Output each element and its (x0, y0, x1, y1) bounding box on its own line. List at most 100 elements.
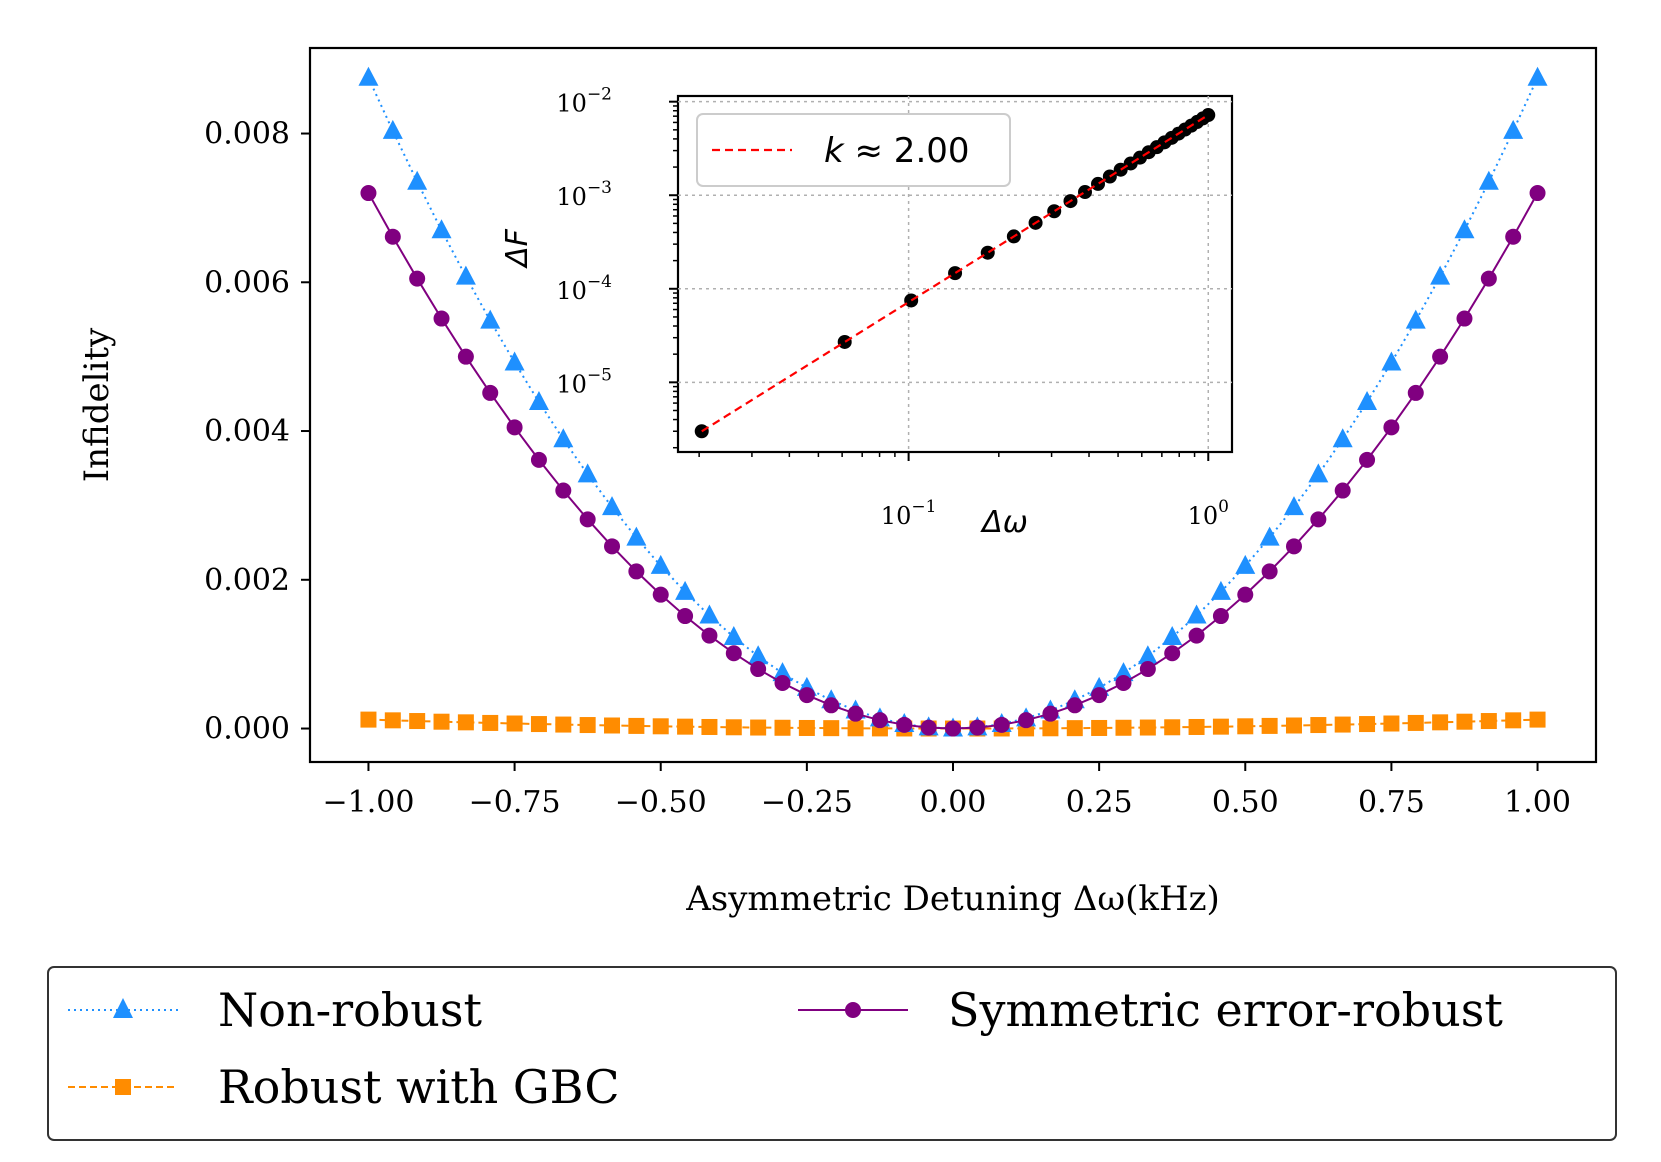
marker-symmetric-error-robust (1042, 705, 1059, 722)
marker-robust-with-gbc (457, 714, 474, 731)
marker-non-robust (1137, 645, 1158, 665)
marker-non-robust (1113, 662, 1134, 682)
marker-robust-with-gbc (1188, 718, 1205, 735)
x-tick-label: −1.00 (322, 785, 414, 820)
x-tick-label: 0.50 (1212, 785, 1279, 820)
marker-symmetric-error-robust (506, 419, 523, 436)
marker-symmetric-error-robust (1334, 482, 1351, 499)
marker-robust-with-gbc (506, 715, 523, 732)
marker-robust-with-gbc (701, 718, 718, 735)
main-series (358, 66, 1548, 737)
main-ticks: −1.00 −0.75 −0.50 −0.25 0.00 0.25 0.50 0.75 1.00… (204, 117, 1571, 820)
marker-symmetric-error-robust (628, 563, 645, 580)
marker-non-robust (1527, 66, 1548, 86)
legend-label-symmetric: Symmetric error-robust (948, 983, 1503, 1037)
inset-data-point (837, 334, 852, 349)
marker-symmetric-error-robust (433, 310, 450, 327)
marker-symmetric-error-robust (360, 185, 377, 202)
x-tick-label: −0.75 (469, 785, 561, 820)
marker-symmetric-error-robust (798, 687, 815, 704)
marker-symmetric-error-robust (1188, 627, 1205, 644)
marker-robust-with-gbc (604, 717, 621, 734)
marker-symmetric-error-robust (555, 482, 572, 499)
marker-symmetric-error-robust (1432, 348, 1449, 365)
x-tick-label: 1.00 (1504, 785, 1571, 820)
marker-robust-with-gbc (1139, 719, 1156, 736)
marker-robust-with-gbc (1432, 714, 1449, 731)
marker-non-robust (650, 554, 671, 574)
marker-symmetric-error-robust (409, 270, 426, 287)
inset-data-point (904, 293, 919, 308)
marker-robust-with-gbc (628, 717, 645, 734)
marker-symmetric-error-robust (1456, 310, 1473, 327)
marker-robust-with-gbc (1091, 719, 1108, 736)
marker-robust-with-gbc (409, 713, 426, 730)
marker-symmetric-error-robust (945, 720, 961, 737)
marker-robust-with-gbc (1066, 720, 1083, 737)
marker-symmetric-error-robust (1091, 687, 1108, 704)
marker-robust-with-gbc (1505, 712, 1522, 729)
marker-symmetric-error-robust (871, 712, 888, 729)
inset-y-tick-label: 10−2 (556, 85, 612, 118)
marker-robust-with-gbc (847, 720, 864, 737)
marker-symmetric-error-robust (1237, 586, 1254, 603)
marker-symmetric-error-robust (1066, 697, 1083, 714)
marker-robust-with-gbc (1456, 713, 1473, 730)
marker-robust-with-gbc (530, 716, 547, 733)
y-tick-label: 0.006 (204, 265, 290, 300)
legend-swatch-marker-non-robust (113, 998, 133, 1018)
marker-non-robust (1503, 119, 1524, 139)
x-tick-label: 0.75 (1358, 785, 1425, 820)
marker-robust-with-gbc (798, 719, 815, 736)
marker-symmetric-error-robust (1359, 451, 1376, 468)
marker-symmetric-error-robust (774, 674, 791, 691)
marker-symmetric-error-robust (1529, 185, 1546, 202)
inset-fit-line (701, 114, 1209, 433)
marker-symmetric-error-robust (457, 348, 474, 365)
inset-y-tick-label: 10−4 (556, 272, 612, 305)
marker-symmetric-error-robust (993, 716, 1010, 733)
marker-symmetric-error-robust (725, 645, 742, 662)
inset-data-point (1077, 185, 1092, 200)
inset-y-tick-exponent: −2 (587, 85, 612, 105)
marker-non-robust (407, 170, 428, 190)
inset-data-point (1113, 162, 1128, 177)
marker-non-robust (1332, 428, 1353, 448)
marker-non-robust (1430, 265, 1451, 285)
marker-non-robust (455, 265, 476, 285)
marker-robust-with-gbc (1237, 718, 1254, 735)
main-legend-box (47, 966, 1617, 1141)
marker-robust-with-gbc (1042, 720, 1059, 737)
marker-non-robust (675, 580, 696, 600)
inset-legend-box (696, 113, 1011, 187)
marker-non-robust (553, 428, 574, 448)
marker-non-robust (504, 351, 525, 371)
marker-non-robust (772, 662, 793, 682)
marker-symmetric-error-robust (920, 719, 937, 736)
marker-non-robust (1235, 554, 1256, 574)
marker-robust-with-gbc (1261, 717, 1278, 734)
inset-x-axis-label: Δω (980, 505, 1028, 540)
x-axis-label: Asymmetric Detuning Δω(kHz) (685, 879, 1220, 919)
marker-robust-with-gbc (1407, 714, 1424, 731)
inset-data-point (980, 245, 995, 260)
marker-non-robust (480, 309, 501, 329)
marker-robust-with-gbc (652, 718, 669, 735)
marker-non-robust (1259, 526, 1280, 546)
inset-legend-value: ≈ 2.00 (844, 131, 970, 171)
marker-symmetric-error-robust (652, 586, 669, 603)
marker-non-robust (626, 526, 647, 546)
marker-symmetric-error-robust (1383, 419, 1400, 436)
marker-robust-with-gbc (360, 711, 377, 728)
legend-entry-non-robust: Non-robust (68, 983, 482, 1037)
marker-non-robust (1405, 309, 1426, 329)
legend-label-robust-gbc: Robust with GBC (218, 1060, 620, 1114)
marker-symmetric-error-robust (701, 627, 718, 644)
legend-entry-robust-gbc: Robust with GBC (68, 1060, 620, 1114)
marker-robust-with-gbc (725, 719, 742, 736)
inset-series (694, 108, 1216, 439)
marker-non-robust (1283, 496, 1304, 516)
marker-symmetric-error-robust (823, 697, 840, 714)
marker-robust-with-gbc (482, 714, 499, 731)
marker-non-robust (1162, 626, 1183, 646)
